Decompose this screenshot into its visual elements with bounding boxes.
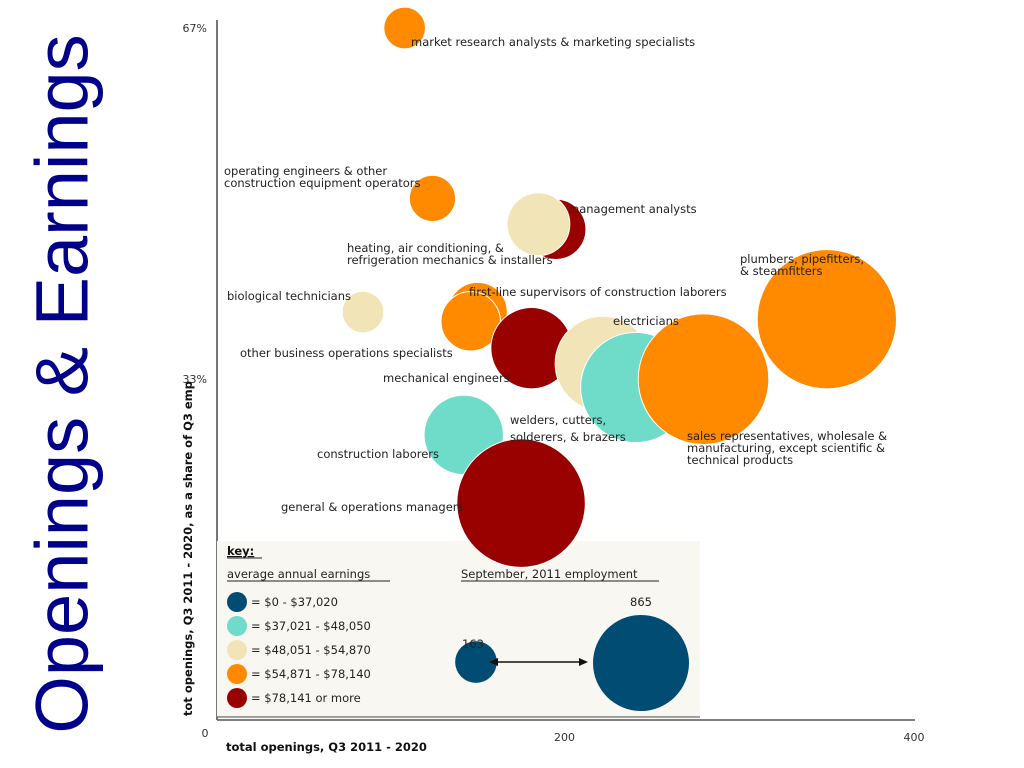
- bubble: [456, 438, 586, 568]
- legend-swatch: [227, 592, 247, 612]
- size-reference-small-label: 163: [462, 637, 484, 651]
- point-label: first-line supervisors of construction l…: [469, 285, 727, 299]
- point-label: construction laborers: [317, 447, 439, 461]
- point-label: solderers, & brazers: [510, 430, 626, 444]
- point-label: plumbers, pipefitters,: [740, 252, 864, 266]
- bubble: [408, 174, 457, 222]
- x-tick-label: 200: [554, 731, 575, 744]
- y-tick-label: 67%: [183, 22, 207, 35]
- point-label: heating, air conditioning, &: [347, 241, 504, 255]
- bubble: [756, 249, 897, 390]
- size-reference-large-bubble: [593, 615, 689, 711]
- legend-swatch: [227, 616, 247, 636]
- bubble: [383, 6, 426, 50]
- x-axis-title: total openings, Q3 2011 - 2020: [226, 740, 427, 754]
- bubble: [637, 313, 770, 445]
- point-label: refrigeration mechanics & installers: [347, 253, 553, 267]
- bubble: [506, 192, 571, 257]
- legend-title: key:: [227, 544, 254, 558]
- point-label: operating engineers & other: [224, 164, 387, 178]
- double-arrow-icon: [489, 658, 588, 666]
- point-label: sales representatives, wholesale &: [687, 429, 887, 443]
- x-tick-label: 400: [904, 731, 925, 744]
- x-tick-label: 0: [202, 727, 209, 740]
- legend-label: = $0 - $37,020: [251, 595, 338, 609]
- legend-label: = $54,871 - $78,140: [251, 667, 371, 681]
- legend-swatch: [227, 688, 247, 708]
- legend-label: = $78,141 or more: [251, 691, 361, 705]
- legend-earnings-heading: average annual earnings: [227, 567, 370, 581]
- point-label: & steamfitters: [740, 264, 823, 278]
- point-label: electricians: [613, 314, 679, 328]
- size-reference-small-bubble: [455, 641, 497, 683]
- y-axis-title: tot openings, Q3 2011 - 2020, as a share…: [181, 381, 195, 716]
- y-tick-label: 33%: [183, 373, 207, 386]
- point-label: manufacturing, except scientific &: [687, 441, 885, 455]
- bubble: [341, 290, 385, 334]
- point-label: general & operations managers: [281, 500, 464, 514]
- point-label: biological technicians: [227, 289, 351, 303]
- bubble: [440, 291, 501, 352]
- point-label: management analysts: [568, 202, 697, 216]
- point-label: construction equipment operators: [224, 176, 421, 190]
- legend-label: = $37,021 - $48,050: [251, 619, 371, 633]
- legend-swatch: [227, 640, 247, 660]
- legend-employment-heading: September, 2011 employment: [461, 567, 638, 581]
- point-label: mechanical engineers: [383, 371, 510, 385]
- point-label: other business operations specialists: [240, 346, 453, 360]
- point-label: welders, cutters,: [510, 413, 606, 427]
- point-label: market research analysts & marketing spe…: [411, 35, 695, 49]
- legend-swatch: [227, 664, 247, 684]
- legend-label: = $48,051 - $54,870: [251, 643, 371, 657]
- point-label: technical products: [687, 453, 793, 467]
- size-reference-large-label: 865: [630, 595, 652, 609]
- legend: key: average annual earnings September, …: [217, 541, 700, 718]
